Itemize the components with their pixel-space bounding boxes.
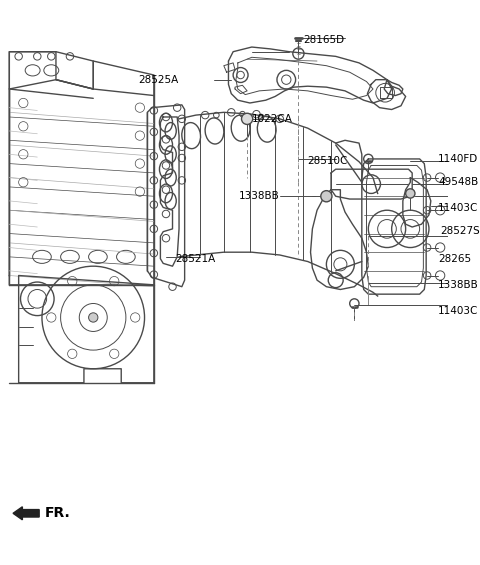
Text: 28165D: 28165D [303,34,344,45]
Text: 28521A: 28521A [175,254,216,264]
FancyArrow shape [13,507,39,520]
Circle shape [406,189,415,198]
Circle shape [321,190,332,202]
Text: 1022CA: 1022CA [252,114,293,124]
Text: 28265: 28265 [438,254,471,264]
Text: 1338BB: 1338BB [239,191,279,201]
Circle shape [89,313,98,322]
Text: 11403C: 11403C [438,306,479,316]
Circle shape [241,113,252,124]
Text: 28510C: 28510C [308,156,348,166]
Text: 1338BB: 1338BB [438,280,479,290]
Text: 28527S: 28527S [440,226,480,236]
Text: 28525A: 28525A [138,75,178,85]
Text: FR.: FR. [45,506,71,520]
Text: 49548B: 49548B [438,177,479,187]
Circle shape [242,114,252,124]
Text: 11403C: 11403C [438,203,479,214]
Text: 1140FD: 1140FD [438,154,479,164]
